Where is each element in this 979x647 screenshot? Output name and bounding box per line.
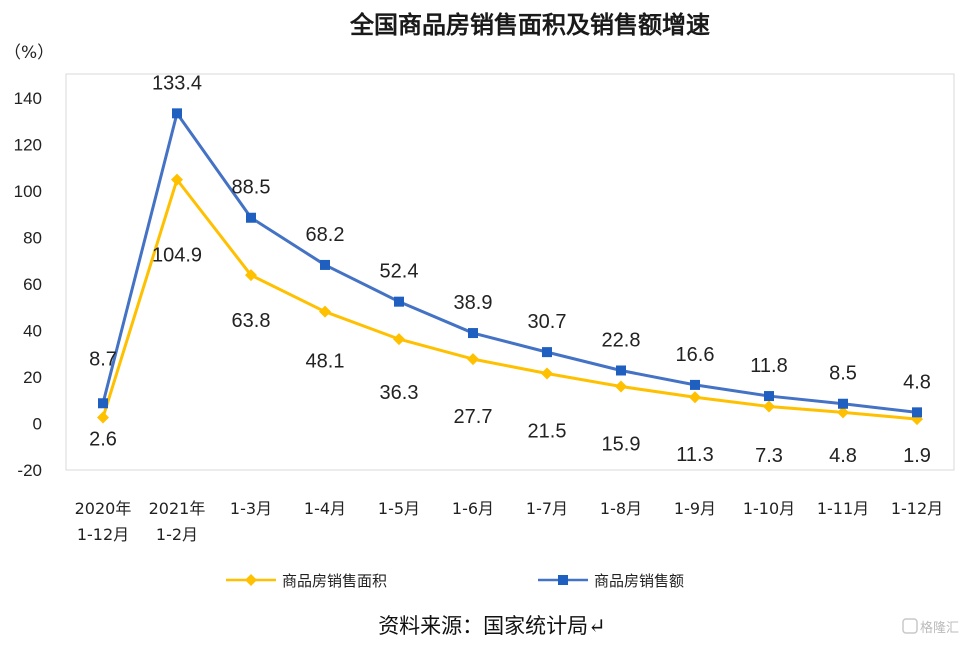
x-tick-label: 1-12月 xyxy=(891,499,943,518)
data-label-sales-area: 15.9 xyxy=(602,434,641,456)
data-label-sales-amount: 88.5 xyxy=(232,177,271,199)
legend-marker-area xyxy=(245,574,257,586)
series-line-sales-amount xyxy=(101,111,918,414)
legend-label-sales: 商品房销售额 xyxy=(594,572,684,590)
data-point-sales-amount xyxy=(98,398,108,409)
x-tick-label: 1-9月 xyxy=(674,499,716,518)
data-point-sales-amount xyxy=(246,212,256,223)
legend: 商品房销售面积 商品房销售额 xyxy=(226,572,684,590)
data-point-sales-amount xyxy=(912,407,922,418)
plot-area-frame xyxy=(65,73,955,471)
source-note: 资料来源：国家统计局↵ xyxy=(378,614,606,638)
x-tick-label: 2021年 xyxy=(149,499,206,518)
x-tick-label: 1-7月 xyxy=(526,499,568,518)
data-point-sales-area xyxy=(467,353,479,366)
y-axis-ticks: -20 0 20 40 60 80 100 120 140 xyxy=(14,89,42,480)
y-tick-label: 140 xyxy=(14,89,42,108)
data-point-sales-amount xyxy=(172,108,182,119)
data-point-sales-area xyxy=(319,305,331,318)
watermark-text: 格隆汇 xyxy=(920,620,959,636)
series-line-sales-area xyxy=(101,178,918,421)
legend-item-area: 商品房销售面积 xyxy=(226,572,387,590)
data-point-sales-area xyxy=(837,406,849,419)
data-labels-layer: 8.7 133.4 88.5 68.2 52.4 38.9 30.7 22.8 16.6 11.8… xyxy=(89,72,931,467)
data-label-sales-area: 7.3 xyxy=(755,445,783,467)
data-point-sales-amount xyxy=(394,296,404,307)
data-label-sales-amount: 30.7 xyxy=(528,311,567,333)
watermark-logo-box xyxy=(902,618,918,634)
y-tick-label: 120 xyxy=(14,136,42,155)
data-point-sales-area xyxy=(97,411,109,424)
data-label-sales-area: 1.9 xyxy=(903,445,931,467)
data-label-sales-amount: 4.8 xyxy=(903,371,931,393)
data-label-sales-amount: 11.8 xyxy=(750,355,787,377)
legend-item-sales: 商品房销售额 xyxy=(538,572,684,590)
legend-label-area: 商品房销售面积 xyxy=(282,572,387,590)
data-label-sales-amount: 68.2 xyxy=(306,224,345,246)
data-label-sales-amount: 38.9 xyxy=(454,292,493,314)
data-point-sales-area xyxy=(541,367,553,380)
data-label-sales-area: 4.8 xyxy=(829,445,857,467)
data-label-sales-area: 2.6 xyxy=(89,428,117,450)
data-point-sales-amount xyxy=(320,259,330,270)
y-tick-label: 60 xyxy=(23,275,42,294)
data-point-sales-amount xyxy=(764,391,774,402)
watermark: 格隆汇 xyxy=(902,618,959,636)
x-tick-label: 2020年 xyxy=(75,499,132,518)
data-point-sales-area xyxy=(689,391,701,404)
x-tick-label: 1-8月 xyxy=(600,499,642,518)
data-point-sales-area xyxy=(615,380,627,393)
data-label-sales-amount: 8.7 xyxy=(89,348,117,370)
data-point-sales-area xyxy=(245,269,257,282)
series-layer xyxy=(97,108,923,426)
x-tick-label: 1-4月 xyxy=(304,499,346,518)
data-point-sales-amount xyxy=(690,379,700,390)
data-label-sales-amount: 52.4 xyxy=(380,261,419,283)
y-tick-label: 0 xyxy=(33,415,42,434)
y-tick-label: 80 xyxy=(23,229,42,248)
data-label-sales-area: 27.7 xyxy=(454,406,493,428)
data-label-sales-area: 11.3 xyxy=(676,444,713,466)
y-axis-unit-label: （%） xyxy=(4,43,54,63)
data-point-sales-amount xyxy=(542,347,552,358)
data-label-sales-area: 63.8 xyxy=(232,310,271,332)
data-label-sales-amount: 133.4 xyxy=(152,72,202,94)
y-tick-label: 40 xyxy=(23,322,42,341)
x-tick-label: 1-3月 xyxy=(230,499,272,518)
data-label-sales-amount: 22.8 xyxy=(602,329,641,351)
legend-marker-sales xyxy=(558,575,568,585)
data-label-sales-area: 104.9 xyxy=(152,245,202,267)
data-label-sales-area: 36.3 xyxy=(380,382,419,404)
data-label-sales-amount: 16.6 xyxy=(676,344,715,366)
y-tick-label: 20 xyxy=(23,368,42,387)
data-point-sales-amount xyxy=(468,328,478,339)
data-point-sales-amount xyxy=(616,365,626,376)
y-tick-label: -20 xyxy=(17,461,42,480)
data-point-sales-area xyxy=(763,400,775,413)
chart-title: 全国商品房销售面积及销售额增速 xyxy=(349,11,710,39)
data-label-sales-area: 48.1 xyxy=(306,351,345,373)
x-tick-label: 1-12月 xyxy=(77,525,129,544)
data-label-sales-area: 21.5 xyxy=(528,421,567,443)
x-tick-label: 1-11月 xyxy=(817,499,869,518)
x-tick-label: 1-2月 xyxy=(156,525,198,544)
x-axis-ticks: 2020年 1-12月 2021年 1-2月 1-3月 1-4月 1-5月 1-6月 1-7月 1… xyxy=(75,499,944,544)
x-tick-label: 1-10月 xyxy=(743,499,795,518)
data-point-sales-area xyxy=(171,173,183,186)
x-tick-label: 1-5月 xyxy=(378,499,420,518)
data-label-sales-amount: 8.5 xyxy=(829,363,857,385)
data-point-sales-amount xyxy=(838,398,848,409)
data-point-sales-area xyxy=(393,333,405,346)
y-tick-label: 100 xyxy=(14,182,42,201)
x-tick-label: 1-6月 xyxy=(452,499,494,518)
